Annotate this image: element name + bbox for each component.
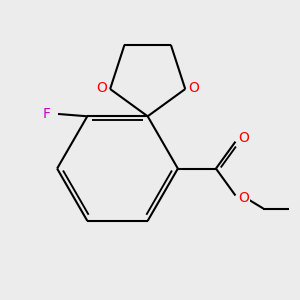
Text: O: O	[96, 81, 107, 95]
Text: F: F	[43, 107, 51, 121]
Text: O: O	[188, 81, 199, 95]
Text: O: O	[238, 191, 249, 205]
Text: O: O	[238, 131, 249, 145]
